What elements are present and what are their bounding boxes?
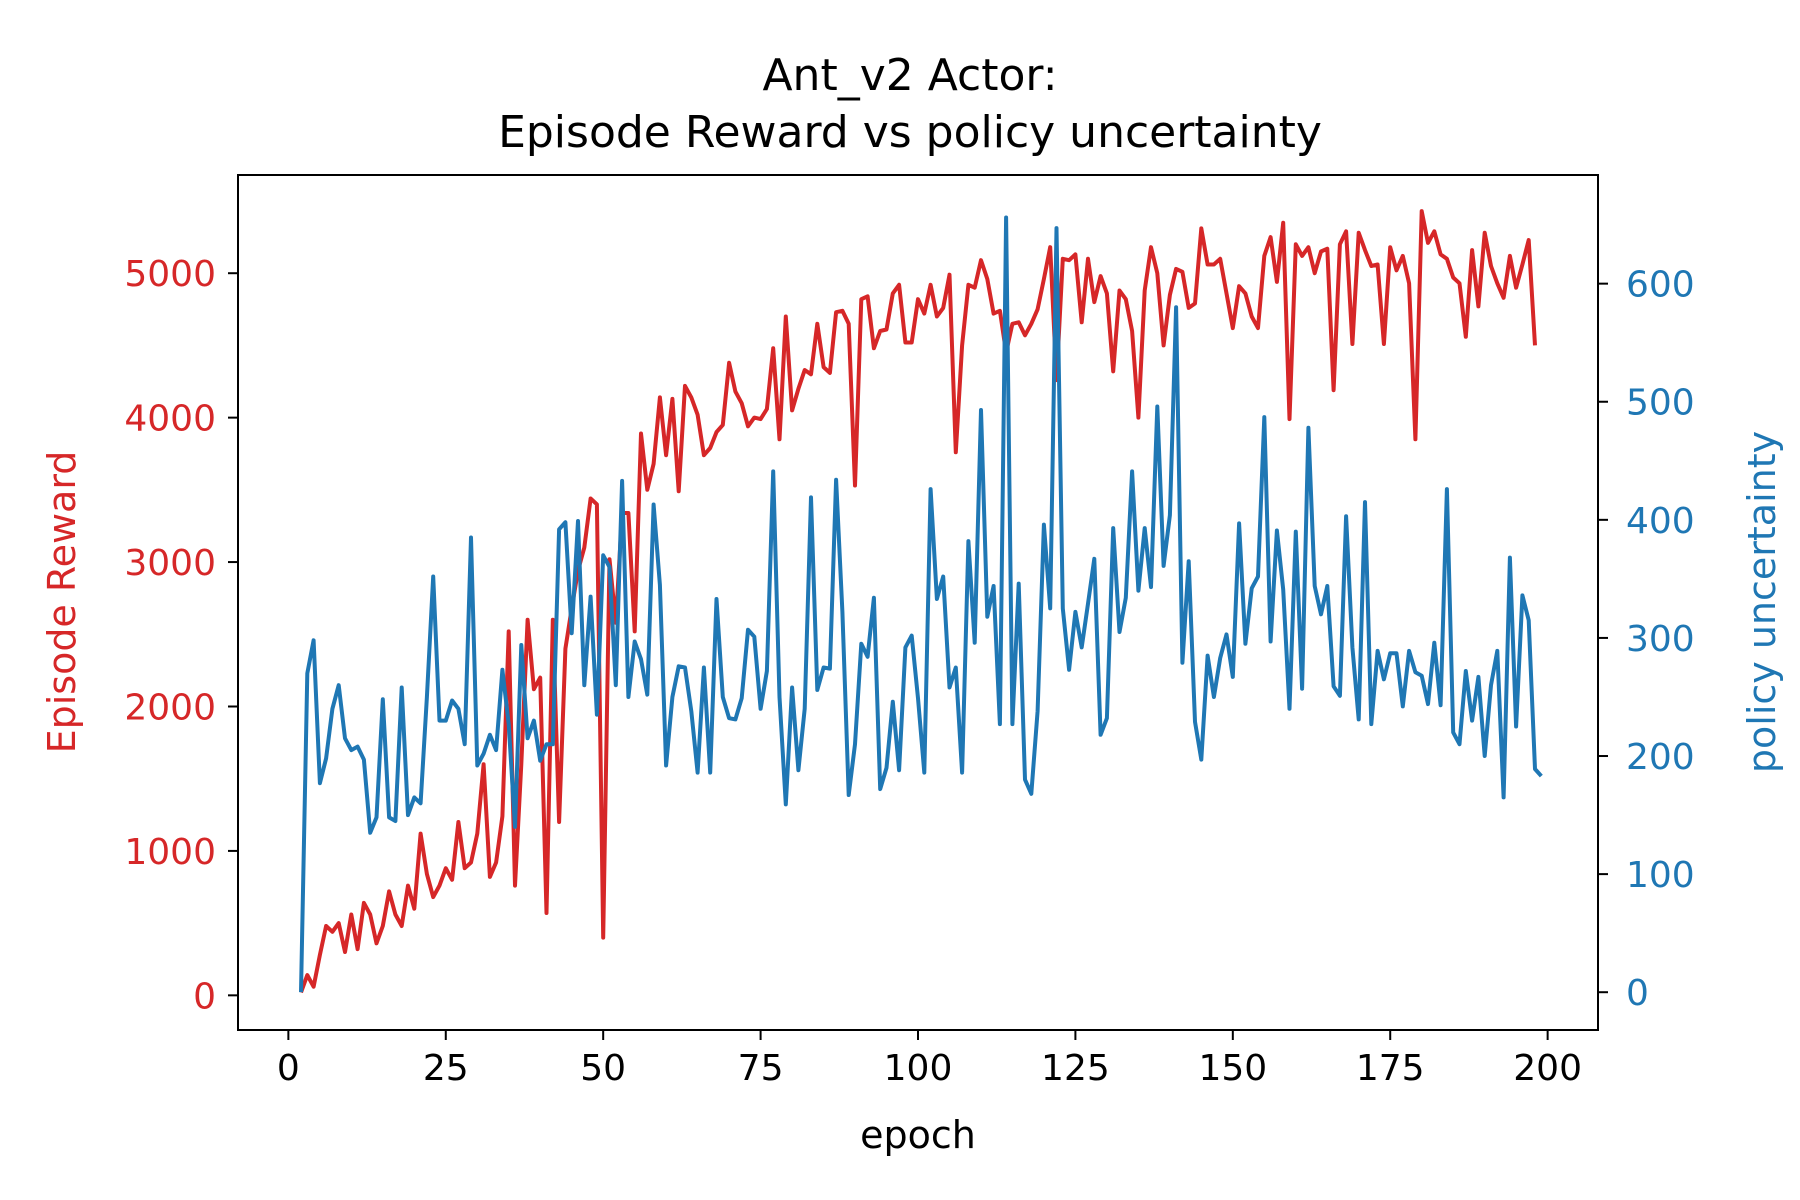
x-tick-label: 200 bbox=[1513, 1048, 1582, 1089]
right-y-tick-label: 0 bbox=[1626, 973, 1649, 1014]
right-y-tick-label: 100 bbox=[1626, 855, 1695, 896]
series-line-policy-uncertainty bbox=[299, 215, 1543, 993]
left-y-tick-label: 3000 bbox=[124, 543, 216, 584]
x-tick-label: 0 bbox=[277, 1048, 300, 1089]
right-y-tick-label: 500 bbox=[1626, 383, 1695, 424]
chart-title-line1: Ant_v2 Actor: bbox=[762, 50, 1057, 101]
left-y-tick-label: 5000 bbox=[124, 254, 216, 295]
right-y-tick-label: 200 bbox=[1626, 737, 1695, 778]
right-y-tick-label: 600 bbox=[1626, 265, 1695, 306]
left-y-axis: 0 1000 2000 3000 4000 5000 bbox=[124, 254, 238, 1017]
x-tick-label: 125 bbox=[1041, 1048, 1110, 1089]
chart-title-line2: Episode Reward vs policy uncertainty bbox=[498, 107, 1322, 158]
x-tick-label: 175 bbox=[1356, 1048, 1425, 1089]
right-y-axis-label: policy uncertainty bbox=[1740, 431, 1784, 773]
left-y-tick-label: 4000 bbox=[124, 399, 216, 440]
x-axis: 0 25 50 75 100 125 150 175 200 bbox=[277, 1030, 1582, 1089]
x-tick-label: 75 bbox=[738, 1048, 784, 1089]
right-y-tick-label: 400 bbox=[1626, 501, 1695, 542]
x-tick-label: 150 bbox=[1198, 1048, 1267, 1089]
x-axis-label: epoch bbox=[860, 1113, 976, 1157]
series-layer bbox=[299, 209, 1543, 994]
left-y-tick-label: 1000 bbox=[124, 832, 216, 873]
x-tick-label: 25 bbox=[423, 1048, 469, 1089]
right-y-tick-label: 300 bbox=[1626, 619, 1695, 660]
left-y-tick-label: 0 bbox=[193, 976, 216, 1017]
x-tick-label: 100 bbox=[884, 1048, 953, 1089]
x-tick-label: 50 bbox=[580, 1048, 626, 1089]
right-y-axis: 0 100 200 300 400 500 600 bbox=[1598, 265, 1695, 1014]
left-y-tick-label: 2000 bbox=[124, 687, 216, 728]
left-y-axis-label: Episode Reward bbox=[40, 451, 84, 754]
